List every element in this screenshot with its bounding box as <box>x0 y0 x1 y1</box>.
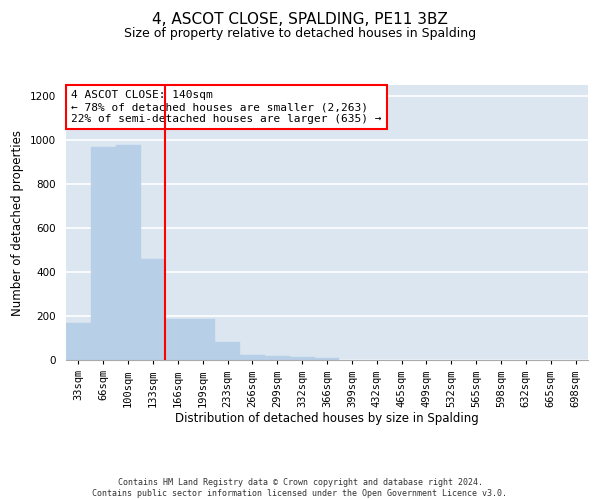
Bar <box>240 354 265 360</box>
Text: 4, ASCOT CLOSE, SPALDING, PE11 3BZ: 4, ASCOT CLOSE, SPALDING, PE11 3BZ <box>152 12 448 28</box>
X-axis label: Distribution of detached houses by size in Spalding: Distribution of detached houses by size … <box>175 412 479 425</box>
Bar <box>140 259 166 360</box>
Bar <box>215 342 240 360</box>
Bar <box>290 358 314 360</box>
Y-axis label: Number of detached properties: Number of detached properties <box>11 130 25 316</box>
Text: 4 ASCOT CLOSE: 140sqm
← 78% of detached houses are smaller (2,263)
22% of semi-d: 4 ASCOT CLOSE: 140sqm ← 78% of detached … <box>71 90 382 124</box>
Bar <box>190 320 215 360</box>
Text: Contains HM Land Registry data © Crown copyright and database right 2024.
Contai: Contains HM Land Registry data © Crown c… <box>92 478 508 498</box>
Bar <box>66 322 91 360</box>
Bar <box>91 146 116 360</box>
Bar <box>116 146 140 360</box>
Bar <box>314 358 340 360</box>
Bar <box>166 320 190 360</box>
Bar <box>265 356 290 360</box>
Text: Size of property relative to detached houses in Spalding: Size of property relative to detached ho… <box>124 28 476 40</box>
